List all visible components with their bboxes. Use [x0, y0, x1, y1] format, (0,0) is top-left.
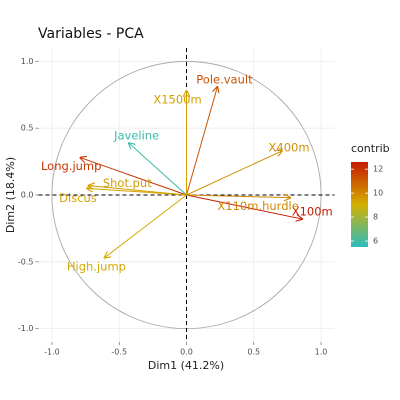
- arrow: [80, 158, 187, 196]
- variable-label: Javeline: [113, 128, 159, 142]
- variable-label: X100m: [292, 205, 333, 219]
- variable-label: Long.jump: [41, 159, 101, 173]
- arrow: [186, 151, 283, 196]
- colorbar-label: 8: [373, 213, 378, 222]
- arrow: [87, 188, 187, 196]
- y-axis-title: Dim2 (18.4%): [4, 157, 17, 233]
- colorbar: [351, 162, 368, 247]
- variable-label: Shot.put: [103, 176, 152, 190]
- variable-label: X1500m: [153, 92, 201, 106]
- arrow: [129, 143, 187, 196]
- variable-label: X400m: [269, 140, 310, 154]
- y-tick-label: 0.0: [21, 191, 34, 200]
- y-tick-label: 0.5: [21, 124, 34, 133]
- x-tick-label: 0.0: [180, 348, 193, 357]
- arrow: [104, 194, 187, 258]
- variable-label: Pole.vault: [196, 72, 253, 86]
- x-axis-title: Dim1 (41.2%): [148, 359, 224, 372]
- x-tick-label: -0.5: [111, 348, 127, 357]
- legend-title: contrib: [351, 142, 390, 155]
- variable-label: High.jump: [67, 259, 126, 273]
- colorbar-label: 12: [373, 165, 383, 174]
- chart-title: Variables - PCA: [38, 26, 144, 42]
- arrow: [186, 194, 303, 219]
- x-tick-label: 0.5: [247, 348, 260, 357]
- variable-label: X110m.hurdle: [217, 199, 298, 213]
- y-tick-label: -1.0: [18, 324, 34, 333]
- x-tick-label: -1.0: [44, 348, 60, 357]
- colorbar-label: 6: [373, 237, 378, 246]
- arrow: [186, 195, 291, 198]
- arrow: [186, 87, 218, 196]
- variable-label: Discus: [59, 191, 97, 205]
- x-tick-label: 1.0: [315, 348, 328, 357]
- colorbar-label: 10: [373, 189, 383, 198]
- y-tick-label: -0.5: [18, 257, 34, 266]
- y-tick-label: 1.0: [21, 57, 34, 66]
